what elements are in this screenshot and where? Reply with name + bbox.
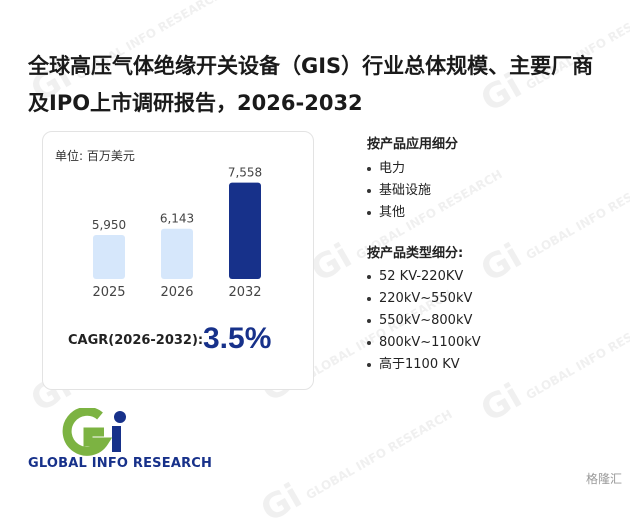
page-title: 全球高压气体绝缘开关设备（GIS）行业总体规模、主要厂商及IPO上市调研报告，2… [28, 54, 594, 115]
category-label: 2032 [228, 285, 261, 300]
application-section-title: 按产品应用细分 [367, 137, 459, 152]
type-section-title: 按产品类型细分: [367, 246, 464, 261]
bar-value-label: 6,143 [160, 212, 194, 226]
list-item: 52 KV-220KV [367, 266, 481, 288]
list-item: 电力 [367, 158, 431, 180]
list-item: 基础设施 [367, 180, 431, 202]
bar-chart: 5,950 2025 6,143 2026 7,558 2032 [92, 166, 262, 300]
watermark: GiGLOBAL INFO RESEARCH [254, 407, 455, 530]
cagr-value: 3.5% [203, 322, 272, 355]
bar-value-label: 5,950 [92, 218, 126, 232]
list-item: 550kV~800kV [367, 310, 481, 332]
logo-text: GLOBAL INFO RESEARCH [28, 456, 213, 471]
list-item: 220kV~550kV [367, 288, 481, 310]
bar-2026 [161, 228, 193, 279]
unit-label: 单位: 百万美元 [55, 149, 135, 163]
bar-value-label: 7,558 [228, 166, 262, 180]
list-item: 800kV~1100kV [367, 332, 481, 354]
bar-2032 [229, 182, 261, 279]
list-item: 其他 [367, 202, 431, 224]
list-item: 高于1100 KV [367, 354, 481, 376]
corner-brand: 格隆汇 [585, 472, 622, 486]
watermark: GiGLOBAL INFO RESEARCH [474, 167, 630, 291]
category-label: 2025 [92, 285, 125, 300]
application-list: 电力 基础设施 其他 [367, 158, 431, 224]
type-list: 52 KV-220KV 220kV~550kV 550kV~800kV 800k… [367, 266, 481, 376]
gi-logo-icon [62, 408, 126, 456]
bar-2025 [93, 235, 125, 279]
watermark: GiGLOBAL INFO RESEARCH [474, 307, 630, 431]
category-label: 2026 [160, 285, 193, 300]
cagr-label: CAGR(2026-2032): [68, 333, 204, 348]
